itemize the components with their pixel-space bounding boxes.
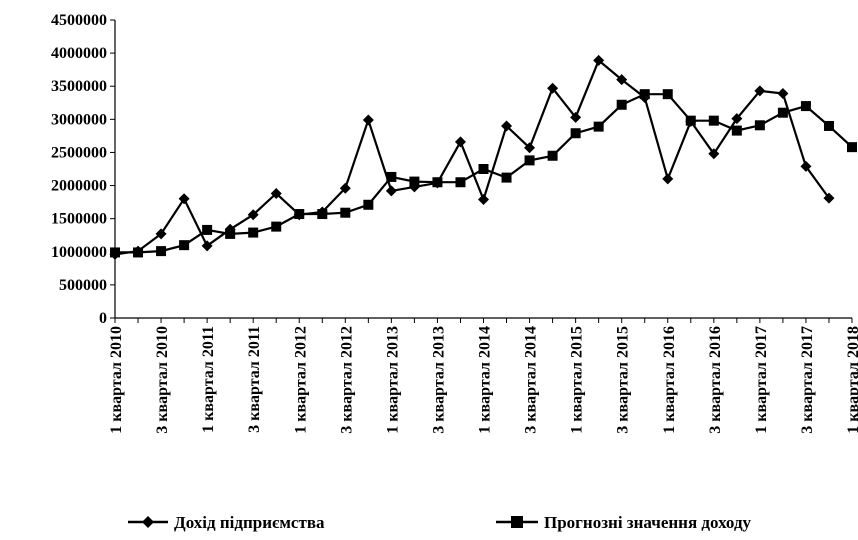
x-tick-label: 3 квартал 2010 [154,326,171,434]
data-point-diamond [385,185,397,197]
y-tick-label: 2000000 [51,178,107,195]
data-point-diamond [178,193,190,205]
data-point-square [432,177,443,188]
data-point-square [340,207,351,218]
data-point-diamond [478,193,489,205]
x-tick-label: 3 квартал 2012 [338,326,355,434]
data-point-diamond [708,148,720,160]
series-line [114,58,830,256]
data-point-diamond [570,111,582,123]
data-point-square [616,99,627,110]
x-tick-label: 3 квартал 2013 [430,326,447,434]
x-axis-ticks: 1 квартал 2010 3 квартал 2010 1 квартал 20… [108,318,858,434]
data-point-diamond [270,188,282,200]
x-tick-label: 1 квартал 2010 [108,326,125,434]
series-income [109,54,835,260]
y-axis-ticks: 0 500000 1000000 1500000 2000000 2500000 30000… [51,12,115,327]
y-tick-label: 2500000 [51,144,107,161]
x-tick-label: 1 квартал 2015 [569,326,586,434]
data-point-square [133,247,144,258]
x-tick-label: 1 квартал 2014 [477,326,494,434]
x-tick-label: 3 квартал 2014 [523,326,540,434]
data-point-square [202,224,213,235]
data-point-square [294,209,305,220]
data-point-diamond [155,228,167,240]
x-tick-label: 1 квартал 2013 [384,326,401,434]
data-point-diamond [593,54,605,66]
data-point-square [593,121,604,132]
x-tick-label: 3 квартал 2011 [246,326,263,433]
data-point-square [386,171,397,182]
data-point-square [639,89,650,100]
legend: Дохід підприємства Прогнозні значення до… [128,513,752,532]
data-point-diamond [823,192,835,204]
x-tick-label: 1 квартал 2018 [845,326,858,434]
series-forecast [110,89,857,258]
legend-item-income: Дохід підприємства [128,513,325,532]
data-point-square [800,101,811,112]
data-point-diamond [662,173,674,185]
legend-label-income: Дохід підприємства [174,513,325,532]
data-point-diamond [201,240,213,252]
y-tick-label: 1000000 [51,244,107,261]
data-point-square [754,120,765,131]
data-point-square [501,172,512,183]
data-point-square [271,221,282,232]
data-point-diamond [547,82,559,94]
data-point-diamond [616,74,628,86]
data-point-diamond [362,114,374,126]
data-point-diamond [454,136,466,148]
data-point-square [363,199,374,210]
data-point-diamond [247,209,259,221]
data-point-diamond [800,160,812,172]
series-lines [109,54,857,260]
data-point-square [225,228,236,239]
data-point-square [317,209,328,220]
data-point-diamond [731,113,743,125]
data-point-diamond [777,88,789,100]
data-point-diamond [524,142,536,154]
y-tick-label: 3500000 [51,78,107,95]
y-tick-label: 500000 [59,277,107,294]
data-point-square [823,120,834,131]
y-tick-label: 0 [99,310,107,327]
square-marker-icon [511,516,523,528]
x-tick-label: 3 квартал 2015 [615,326,632,434]
data-point-square [731,125,742,136]
legend-item-forecast: Прогнозні значення доходу [496,513,752,532]
data-point-square [777,107,788,118]
y-tick-label: 3000000 [51,111,107,128]
data-point-square [547,150,558,161]
data-point-square [156,246,167,257]
data-point-square [455,177,466,188]
diamond-marker-icon [142,516,154,528]
data-point-square [685,115,696,126]
x-tick-label: 3 квартал 2017 [799,326,816,434]
y-tick-label: 4000000 [51,45,107,62]
data-point-square [847,142,857,153]
y-tick-label: 4500000 [51,12,107,29]
x-tick-label: 3 квартал 2016 [707,326,724,434]
data-point-square [524,155,535,166]
data-point-diamond [339,182,351,194]
x-tick-label: 1 квартал 2017 [753,326,770,434]
data-point-square [478,164,489,174]
legend-label-forecast: Прогнозні значення доходу [544,513,752,532]
data-point-diamond [754,85,766,97]
data-point-square [110,247,120,258]
data-point-square [248,227,259,238]
y-tick-label: 1500000 [51,211,107,228]
data-point-square [409,176,420,187]
data-point-square [708,115,719,126]
x-tick-label: 1 квартал 2016 [661,326,678,434]
data-point-square [179,240,190,251]
data-point-square [662,89,673,100]
data-point-diamond [501,120,513,132]
x-tick-label: 1 квартал 2011 [200,326,217,433]
x-tick-label: 1 квартал 2012 [292,326,309,434]
data-point-square [570,128,581,139]
